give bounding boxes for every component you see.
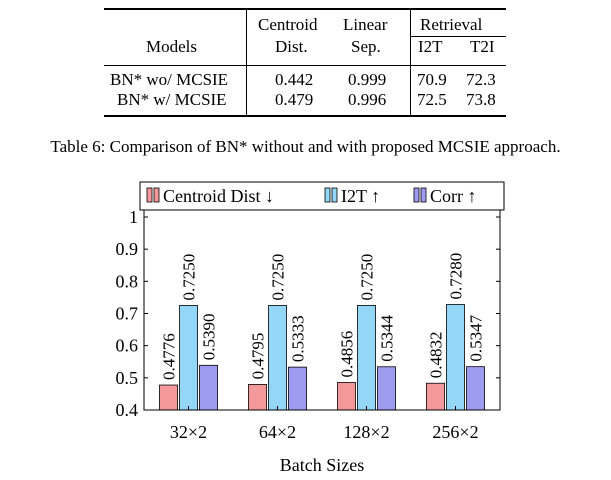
legend-swatch: [420, 187, 427, 203]
data-label: 0.7250: [269, 254, 288, 301]
legend-swatch: [331, 187, 338, 203]
row-2-linear: 0.996: [348, 90, 387, 109]
legend-swatch: [146, 187, 153, 203]
retrieval-cmidrule: [410, 36, 506, 37]
header-linear-line2: Sep.: [351, 37, 381, 56]
y-tick-label: 0.4: [116, 400, 139, 420]
bar: [377, 366, 396, 411]
data-label: 0.5390: [200, 314, 219, 361]
header-centroid-line1: Centroid: [258, 15, 318, 34]
y-tick-label: 0.9: [116, 239, 139, 259]
legend: Centroid Dist ↓ I2T ↑ Corr ↑: [139, 181, 505, 211]
bar: [288, 366, 307, 411]
data-label: 0.7250: [358, 254, 377, 301]
x-tick-label: 64×2: [259, 422, 296, 442]
row-1-centroid: 0.442: [275, 70, 314, 89]
x-tick-label: 32×2: [170, 422, 207, 442]
header-t2i: T2I: [470, 37, 495, 56]
row-2-centroid: 0.479: [275, 90, 314, 109]
bar: [248, 384, 267, 411]
legend-entry: Centroid Dist ↓: [163, 186, 274, 206]
data-label: 0.7280: [447, 253, 466, 300]
bar: [199, 364, 218, 411]
row-1-model: BN* wo/ MCSIE: [110, 70, 229, 89]
row-1-i2t: 70.9: [417, 70, 447, 89]
row-2-model: BN* w/ MCSIE: [117, 90, 227, 109]
data-label: 0.4795: [249, 333, 268, 380]
y-tick-label: 0.5: [116, 368, 139, 388]
column-divider-2: [410, 9, 411, 115]
bar: [446, 304, 465, 411]
bar: [179, 305, 198, 411]
y-tick-label: 0.7: [116, 304, 139, 324]
axes: 0.4 0.5 0.6 0.7 0.8 0.9 1 32×2 64×2 128×2 256×2: [116, 186, 501, 442]
data-label: 0.5347: [467, 314, 486, 361]
data-label: 0.5333: [289, 315, 308, 362]
legend-entry: I2T ↑: [341, 186, 380, 206]
header-i2t: I2T: [418, 37, 443, 56]
legend-entry: Corr ↑: [430, 186, 477, 206]
x-axis-label: Batch Sizes: [280, 455, 364, 475]
top-rule: [104, 8, 506, 10]
table-caption: Table 6: Comparison of BN* without and w…: [50, 137, 561, 156]
row-2-i2t: 72.5: [417, 90, 447, 109]
bar: [159, 384, 178, 411]
header-retrieval: Retrieval: [420, 15, 483, 34]
data-label: 0.7250: [180, 254, 199, 301]
y-tick-label: 1: [129, 207, 138, 227]
mid-rule: [104, 65, 506, 66]
bar: [357, 305, 376, 411]
data-label: 0.4776: [160, 333, 179, 380]
legend-swatch: [324, 187, 331, 203]
data-label: 0.4832: [427, 331, 446, 378]
header-linear-line1: Linear: [343, 15, 388, 34]
x-tick-label: 256×2: [432, 422, 478, 442]
data-label: 0.5344: [378, 315, 397, 362]
row-2-t2i: 73.8: [466, 90, 496, 109]
column-divider-1: [246, 9, 247, 115]
x-tick-label: 128×2: [343, 422, 389, 442]
header-centroid-line2: Dist.: [275, 37, 308, 56]
y-tick-label: 0.8: [116, 271, 139, 291]
bar: [466, 366, 485, 411]
row-1-linear: 0.999: [348, 70, 387, 89]
row-1-t2i: 72.3: [466, 70, 496, 89]
bar: [268, 305, 287, 411]
header-models: Models: [146, 37, 197, 56]
legend-swatch: [153, 187, 160, 203]
bar: [426, 382, 445, 411]
data-label: 0.4856: [338, 331, 357, 378]
bottom-rule: [104, 115, 506, 117]
y-tick-label: 0.6: [116, 336, 139, 356]
legend-box: [139, 181, 505, 211]
bar: [337, 382, 356, 411]
results-table: Centroid Linear Retrieval Models Dist. S…: [104, 8, 506, 117]
legend-swatch: [413, 187, 420, 203]
